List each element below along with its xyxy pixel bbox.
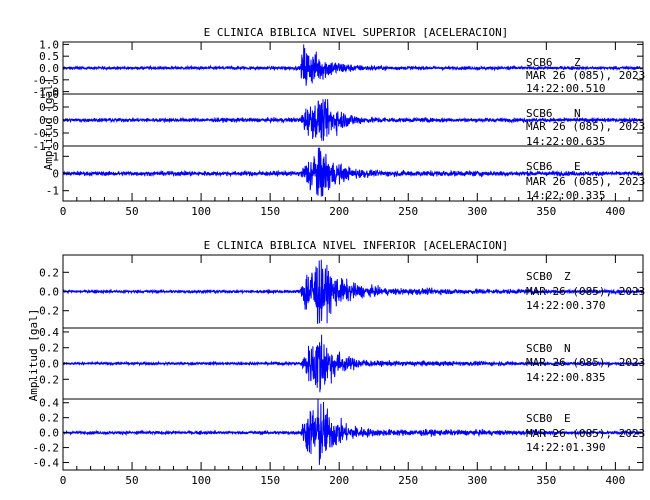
trace-scb0-n-component: N xyxy=(564,342,571,355)
lower-xtick-label: 50 xyxy=(125,474,138,487)
trace-scb0-e-date: MAR 26 (085), 2023 xyxy=(526,427,645,440)
upper-xtick-label: 50 xyxy=(125,205,138,218)
lower-xtick-label: 150 xyxy=(260,474,280,487)
trace-scb6-n: 1.00.50.0-0.5-1.0 SCB6 N MAR 26 (085), 2… xyxy=(33,88,646,153)
upper-xtick-label: 0 xyxy=(60,205,67,218)
trace-scb6-e-time: 14:22:00.335 xyxy=(526,189,605,202)
trace-scb0-e-ytick-label: -0.4 xyxy=(33,457,60,470)
trace-scb6-z-ytick-label: -1.0 xyxy=(33,86,60,99)
trace-scb0-z-ytick-label: -0.2 xyxy=(33,305,60,318)
trace-scb0-e-component: E xyxy=(564,412,571,425)
trace-scb0-z-waveform xyxy=(62,259,644,324)
trace-scb0-n-date: MAR 26 (085), 2023 xyxy=(526,356,645,369)
trace-scb6-n-ytick-label: 1.0 xyxy=(39,88,59,101)
trace-scb0-z-ytick-label: 0.0 xyxy=(39,286,59,299)
trace-scb0-z-ticks: 0.2 0.0 -0.2 xyxy=(33,266,643,318)
lower-xtick-label: 0 xyxy=(60,474,67,487)
upper-xtick-label: 300 xyxy=(467,205,487,218)
trace-scb0-e-waveform xyxy=(62,398,644,465)
upper-xtick-label: 150 xyxy=(260,205,280,218)
trace-scb6-z-time: 14:22:00.510 xyxy=(526,82,605,95)
lower-x-axis: 0 50 100 150 200 250 300 350 400 xyxy=(60,255,630,487)
trace-scb6-z-ytick-label: 0.5 xyxy=(39,50,59,63)
trace-scb6-e-station: SCB6 xyxy=(526,160,553,173)
trace-scb6-n-station: SCB6 xyxy=(526,107,553,120)
trace-scb0-z: 0.2 0.0 -0.2 SCB0 Z MAR 26 (085), 2023 14:… xyxy=(33,254,645,329)
trace-scb0-e-time: 14:22:01.390 xyxy=(526,441,605,454)
trace-scb0-n-station: SCB0 xyxy=(526,342,553,355)
upper-xtick-label: 250 xyxy=(398,205,418,218)
upper-xtick-label: 100 xyxy=(191,205,211,218)
trace-scb6-n-ytick-label: 0.5 xyxy=(39,101,59,114)
trace-scb6-n-time: 14:22:00.635 xyxy=(526,135,605,148)
trace-scb6-e-ytick-label: 1 xyxy=(52,150,59,163)
trace-scb6-n-component: N xyxy=(574,107,581,120)
trace-scb6-z-ytick-label: -0.5 xyxy=(33,74,60,87)
trace-scb6-z: 1.00.50.0-0.5-1.0 SCB6 Z MAR 26 (085), 2… xyxy=(33,38,646,98)
trace-scb0-n-ytick-label: 0.4 xyxy=(39,326,59,339)
trace-scb6-e-date: MAR 26 (085), 2023 xyxy=(526,175,645,188)
trace-scb6-z-component: Z xyxy=(574,56,581,69)
trace-scb6-n-ytick-label: 0.0 xyxy=(39,114,59,127)
trace-scb0-n-ytick-label: 0.0 xyxy=(39,358,59,371)
trace-scb0-n-ytick-label: 0.2 xyxy=(39,342,59,355)
upper-x-axis: 0 50 100 150 200 250 300 350 400 xyxy=(60,42,630,218)
lower-panel-title: E CLINICA BIBLICA NIVEL INFERIOR [ACELER… xyxy=(204,239,509,252)
trace-scb6-e-component: E xyxy=(574,160,581,173)
trace-scb6-z-ytick-label: 0.0 xyxy=(39,62,59,75)
trace-scb0-z-ytick-label: 0.2 xyxy=(39,266,59,279)
trace-scb6-n-date: MAR 26 (085), 2023 xyxy=(526,120,645,133)
trace-scb0-n: 0.40.20.0-0.2 SCB0 N MAR 26 (085), 2023 … xyxy=(33,326,645,400)
trace-scb6-z-waveform xyxy=(62,44,644,86)
upper-xtick-label: 400 xyxy=(605,205,625,218)
trace-scb0-n-ticks: 0.4 0.2 0.0 -0.2 xyxy=(33,326,643,386)
trace-scb0-z-station: SCB0 xyxy=(526,270,553,283)
trace-scb6-e-ticks: 1 0 -1 xyxy=(46,150,643,198)
trace-scb0-n-waveform xyxy=(62,334,644,393)
lower-xtick-label: 200 xyxy=(329,474,349,487)
trace-scb6-n-ytick-label: -0.5 xyxy=(33,127,60,140)
lower-xtick-label: 100 xyxy=(191,474,211,487)
trace-scb6-e-ytick-label: 0 xyxy=(52,168,59,181)
trace-scb6-z-station: SCB6 xyxy=(526,56,553,69)
lower-xtick-label: 400 xyxy=(605,474,625,487)
trace-scb0-e: 0.4 0.2 0.0 -0.2 -0.4 SCB0 E MAR 26 (085), 2… xyxy=(33,397,645,471)
trace-scb0-e-ytick-label: 0.0 xyxy=(39,427,59,440)
upper-panel: E CLINICA BIBLICA NIVEL SUPERIOR [ACELER… xyxy=(33,26,646,218)
trace-scb6-n-waveform xyxy=(63,99,644,141)
lower-y-axis-label: Amplitud [gal] xyxy=(27,309,40,402)
trace-scb0-e-station: SCB0 xyxy=(526,412,553,425)
trace-scb6-n-ticks: 1.00.50.0-0.5-1.0 xyxy=(33,88,643,153)
upper-xtick-label: 350 xyxy=(536,205,556,218)
trace-scb0-n-ytick-label: -0.2 xyxy=(33,373,60,386)
lower-xtick-label: 350 xyxy=(536,474,556,487)
trace-scb0-e-ytick-label: -0.2 xyxy=(33,442,60,455)
upper-y-axis-label: Amplitud [gal] xyxy=(42,78,55,171)
upper-panel-title: E CLINICA BIBLICA NIVEL SUPERIOR [ACELER… xyxy=(204,26,509,39)
trace-scb0-e-ytick-label: 0.4 xyxy=(39,397,59,410)
lower-panel: E CLINICA BIBLICA NIVEL INFERIOR [ACELER… xyxy=(27,239,645,487)
trace-scb0-z-time: 14:22:00.370 xyxy=(526,299,605,312)
trace-scb6-e-ytick-label: -1 xyxy=(46,185,59,198)
lower-xtick-label: 300 xyxy=(467,474,487,487)
trace-scb6-z-ticks: 1.00.50.0-0.5-1.0 xyxy=(33,38,643,99)
trace-scb6-e: 1 0 -1 SCB6 E MAR 26 (085), 2023 14:22:00.… xyxy=(46,145,645,202)
trace-scb6-e-waveform xyxy=(62,147,644,197)
trace-scb0-e-ticks: 0.4 0.2 0.0 -0.2 -0.4 xyxy=(33,397,643,470)
trace-scb0-z-date: MAR 26 (085), 2023 xyxy=(526,285,645,298)
trace-scb0-z-component: Z xyxy=(564,270,571,283)
trace-scb0-e-ytick-label: 0.2 xyxy=(39,412,59,425)
lower-xtick-label: 250 xyxy=(398,474,418,487)
trace-scb6-z-ytick-label: 1.0 xyxy=(39,38,59,51)
trace-scb0-n-time: 14:22:00.835 xyxy=(526,371,605,384)
trace-scb6-z-date: MAR 26 (085), 2023 xyxy=(526,69,645,82)
upper-xtick-label: 200 xyxy=(329,205,349,218)
trace-scb6-n-ytick-label: -1.0 xyxy=(33,140,60,153)
